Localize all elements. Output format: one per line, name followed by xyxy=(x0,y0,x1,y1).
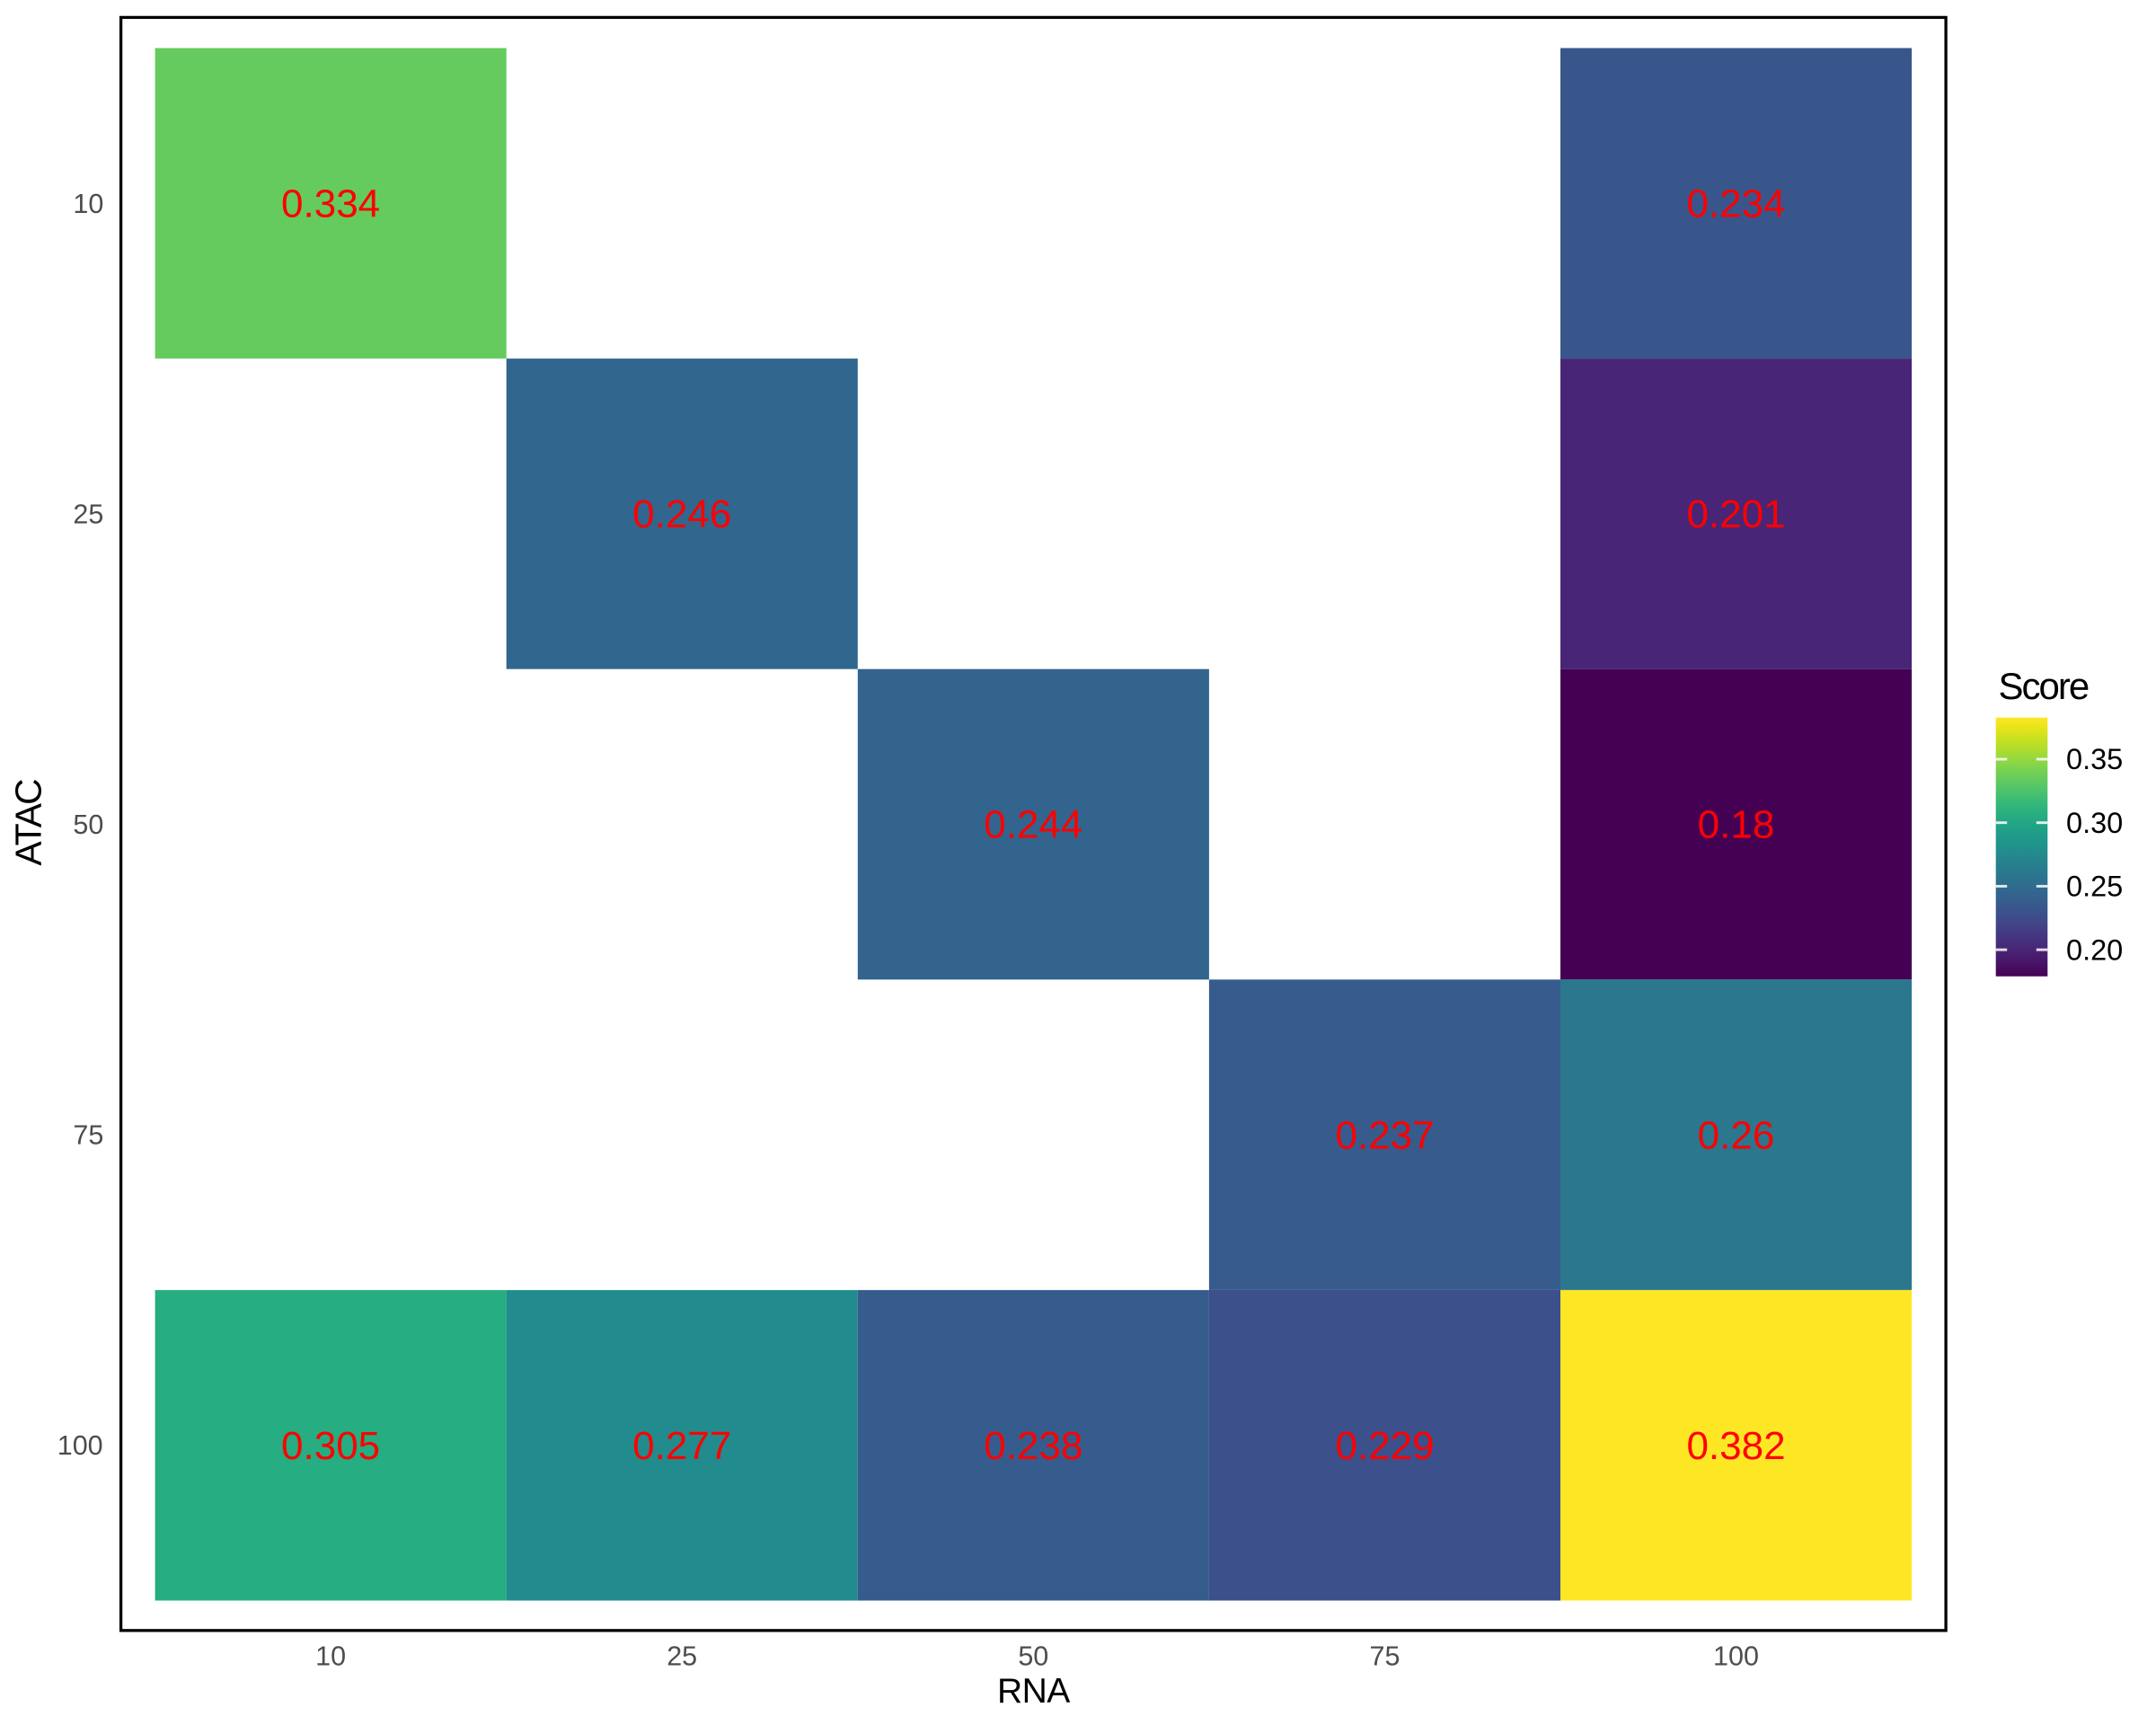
svg-text:0.234: 0.234 xyxy=(1686,182,1785,226)
svg-text:0.305: 0.305 xyxy=(281,1424,380,1468)
svg-text:Score: Score xyxy=(1999,665,2089,707)
svg-text:75: 75 xyxy=(1370,1641,1401,1672)
svg-text:10: 10 xyxy=(73,189,103,219)
svg-text:0.35: 0.35 xyxy=(2066,743,2123,775)
svg-text:0.26: 0.26 xyxy=(1698,1113,1775,1157)
svg-text:25: 25 xyxy=(667,1641,697,1672)
svg-text:0.277: 0.277 xyxy=(632,1424,731,1468)
svg-text:0.229: 0.229 xyxy=(1335,1424,1434,1468)
svg-text:0.25: 0.25 xyxy=(2066,871,2123,903)
svg-text:0.246: 0.246 xyxy=(632,492,731,536)
svg-text:0.20: 0.20 xyxy=(2066,933,2123,966)
svg-text:0.382: 0.382 xyxy=(1686,1424,1785,1468)
svg-text:0.244: 0.244 xyxy=(984,803,1082,847)
svg-text:0.237: 0.237 xyxy=(1335,1113,1434,1157)
svg-text:ATAC: ATAC xyxy=(8,779,49,866)
svg-text:RNA: RNA xyxy=(997,1672,1070,1711)
svg-text:75: 75 xyxy=(73,1120,103,1151)
svg-text:0.201: 0.201 xyxy=(1686,492,1785,536)
svg-text:50: 50 xyxy=(1018,1641,1048,1672)
svg-text:0.30: 0.30 xyxy=(2066,807,2123,839)
svg-text:25: 25 xyxy=(73,499,103,529)
svg-text:0.18: 0.18 xyxy=(1698,803,1775,847)
svg-text:0.238: 0.238 xyxy=(984,1424,1082,1468)
svg-text:100: 100 xyxy=(57,1430,103,1461)
svg-text:10: 10 xyxy=(315,1641,346,1672)
svg-text:0.334: 0.334 xyxy=(281,182,380,226)
svg-text:50: 50 xyxy=(73,809,103,840)
svg-text:100: 100 xyxy=(1713,1641,1759,1672)
